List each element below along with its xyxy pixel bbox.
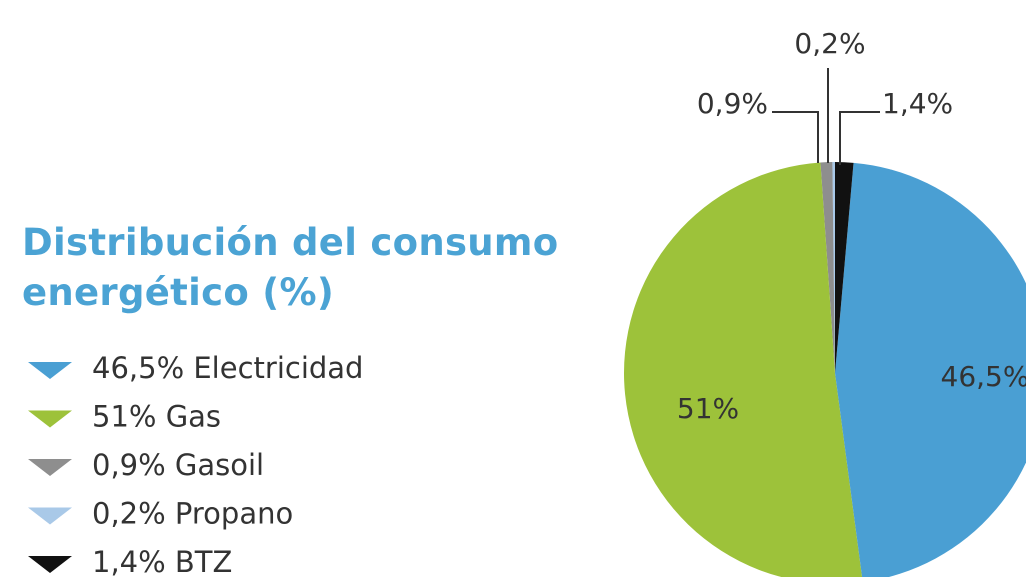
legend-entry: 1,4% BTZ bbox=[92, 545, 232, 577]
legend-entry: 0,2% Propano bbox=[92, 497, 293, 531]
pie-slice bbox=[624, 162, 863, 577]
slice-label: 1,4% bbox=[882, 87, 953, 120]
legend-name: Electricidad bbox=[193, 351, 363, 385]
pie-slice bbox=[832, 162, 835, 373]
legend-marker bbox=[28, 556, 72, 573]
legend-name: Gasoil bbox=[175, 448, 264, 482]
legend-marker bbox=[28, 507, 72, 525]
pie-slice bbox=[835, 162, 1026, 577]
chart-title: Distribución del consumo energético (%) bbox=[22, 221, 559, 314]
legend-name: Gas bbox=[166, 400, 221, 434]
legend-value: 51% bbox=[92, 400, 156, 434]
legend-marker bbox=[28, 362, 72, 379]
legend-name: Propano bbox=[175, 497, 293, 531]
pie-slice bbox=[835, 162, 854, 373]
slice-label: 0,2% bbox=[794, 27, 865, 60]
legend-entry: 46,5% Electricidad bbox=[92, 351, 363, 385]
legend-value: 46,5% bbox=[92, 351, 184, 385]
pie-slice bbox=[820, 162, 835, 373]
slice-label: 46,5% bbox=[941, 360, 1026, 393]
legend-entry: 0,9% Gasoil bbox=[92, 448, 264, 482]
slice-label: 51% bbox=[677, 392, 739, 425]
legend-value: 1,4% bbox=[92, 545, 166, 577]
legend-name: BTZ bbox=[175, 545, 232, 577]
slice-label: 0,9% bbox=[697, 87, 768, 120]
legend-marker bbox=[28, 410, 72, 428]
legend-entry: 51% Gas bbox=[92, 400, 221, 434]
legend-value: 0,9% bbox=[92, 448, 166, 482]
legend-marker bbox=[28, 459, 72, 476]
leader-line bbox=[839, 111, 880, 165]
legend-value: 0,2% bbox=[92, 497, 166, 531]
leader-line bbox=[772, 111, 819, 163]
